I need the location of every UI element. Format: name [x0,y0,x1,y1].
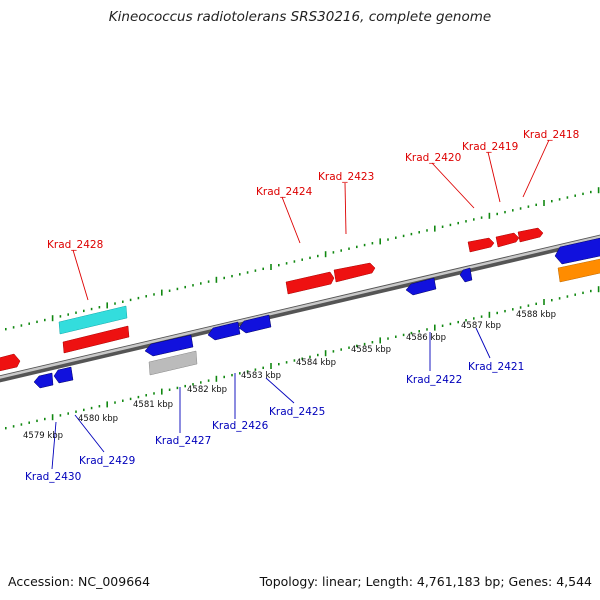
map-title: Kineococcus radiotolerans SRS30216, comp… [108,9,492,25]
gene-krad-2420[interactable] [467,237,495,253]
label-krad-2426[interactable]: Krad_2426 [212,420,269,432]
gene-krad-2419[interactable] [495,232,520,248]
gene-krad-2422[interactable] [405,277,437,296]
reverse-genes [33,237,600,389]
scale-label: 4581 kbp [133,400,173,410]
gene-krad-2421[interactable] [459,267,473,283]
genome-backbone [0,234,600,383]
gene-forward-left-edge[interactable] [0,353,21,372]
scale-label: 4584 kbp [296,358,336,368]
label-krad-2429[interactable]: Krad_2429 [79,455,135,467]
gene-labels-top: Krad_2418 Krad_2419 Krad_2420 Krad_2423 … [47,129,579,251]
gene-right-edge-blue[interactable] [554,237,600,265]
gene-right-edge-orange[interactable] [557,258,600,283]
label-krad-2423[interactable]: Krad_2423 [318,171,374,183]
label-krad-2427[interactable]: Krad_2427 [155,435,211,447]
label-krad-2428[interactable]: Krad_2428 [47,239,103,251]
gene-krad-2430[interactable] [33,372,54,389]
gene-krad-2428[interactable] [62,325,130,354]
gene-labels-bottom: Krad_2421 Krad_2422 Krad_2425 Krad_2426 … [25,361,524,483]
gene-krad-2427[interactable] [144,334,194,357]
gene-krad-2418[interactable] [517,227,544,243]
scale-label: 4579 kbp [23,431,63,441]
gene-krad-2423[interactable] [333,262,376,283]
gene-krad-2424[interactable] [285,271,335,295]
gene-krad-2427-pseudo[interactable] [148,350,198,376]
label-krad-2425[interactable]: Krad_2425 [269,406,325,418]
scale-label: 4580 kbp [78,414,118,424]
label-krad-2424[interactable]: Krad_2424 [256,186,313,198]
upper-tick-row [5,187,600,331]
genome-summary-text: Topology: linear; Length: 4,761,183 bp; … [259,574,592,589]
gene-krad-2426[interactable] [207,321,241,341]
scale-label: 4588 kbp [516,310,556,320]
gene-krad-2429[interactable] [53,366,74,384]
forward-genes [0,227,544,372]
gene-krad-2428-rna[interactable] [58,305,128,335]
scale-label: 4587 kbp [461,321,501,331]
label-krad-2418[interactable]: Krad_2418 [523,129,579,141]
accession-text: Accession: NC_009664 [8,574,151,589]
label-leaders [51,139,550,470]
scale-labels: 4579 kbp 4580 kbp 4581 kbp 4582 kbp 4583… [23,310,556,441]
scale-label: 4586 kbp [406,333,446,343]
label-krad-2420[interactable]: Krad_2420 [405,152,461,164]
scale-label: 4583 kbp [241,371,281,381]
scale-label: 4585 kbp [351,345,391,355]
scale-label: 4582 kbp [187,385,227,395]
lower-tick-row [5,286,600,430]
label-krad-2419[interactable]: Krad_2419 [462,141,518,153]
gene-krad-2425[interactable] [238,314,272,334]
label-krad-2430[interactable]: Krad_2430 [25,471,81,483]
label-krad-2421[interactable]: Krad_2421 [468,361,524,373]
label-krad-2422[interactable]: Krad_2422 [406,374,462,386]
